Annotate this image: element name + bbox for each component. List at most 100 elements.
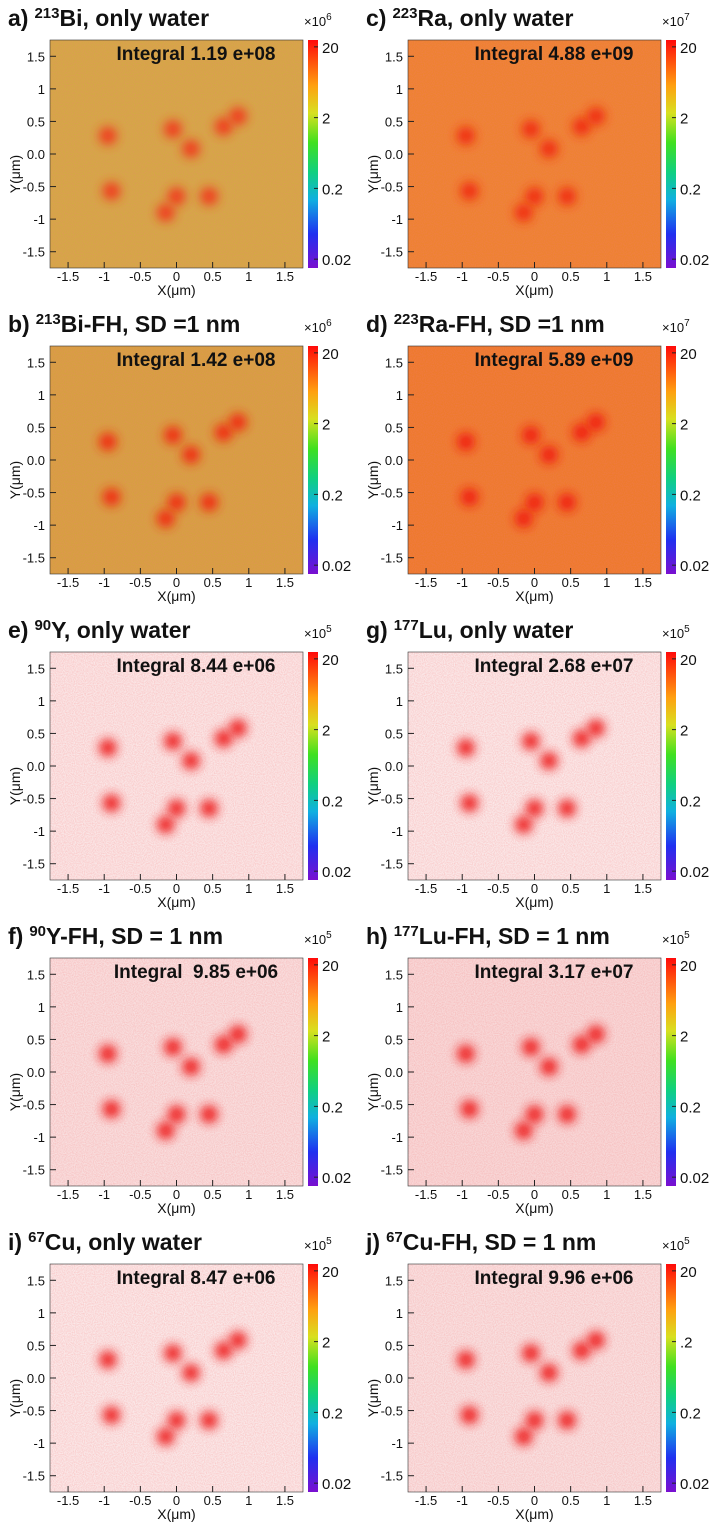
panel-title-text: Bi-FH, SD =1 nm [61,311,241,337]
panel-label: c) [366,5,386,31]
hotspot [572,1341,591,1360]
panel: -1.5 -1 -0.5 0 0.5 1 1.5 -1.5 -1 -0.5 0.0 0.5 1 1.5 X(… [365,1229,709,1522]
colorbar-tick-label: 2 [322,1335,330,1352]
y-tick-label: -0.5 [23,1404,45,1419]
hotspot [521,426,540,445]
colorbar-tick-label: 0.2 [322,1405,343,1422]
colorbar-tick-label: 0.02 [680,252,709,269]
multiplier-exponent: 6 [326,318,332,329]
y-tick-label: 1.5 [385,49,403,64]
x-axis-label: X(μm) [157,1200,195,1216]
panel-title: a) 213Bi, only water [8,5,209,31]
x-tick-label: -1 [98,1187,110,1202]
hotspot [525,1411,544,1430]
x-tick-label: -1.5 [415,1187,437,1202]
hotspot [156,1121,175,1140]
heatmap-noise [50,346,303,574]
hotspot [167,799,186,818]
x-tick-label: -1.5 [57,881,79,896]
colorbar-tick-label: 20 [322,40,339,57]
integral-annotation: Integral 1.19 e+08 [117,44,276,65]
hotspot [214,1035,233,1054]
hotspot [572,423,591,442]
hotspot [460,794,479,813]
y-tick-label: -0.5 [381,1098,403,1113]
hotspot [521,1038,540,1057]
colorbar [666,40,676,268]
x-tick-label: 0 [173,1187,180,1202]
hotspot [228,719,247,738]
y-axis-label: Y(μm) [7,1379,23,1417]
y-tick-label: 0.0 [27,1371,45,1386]
panel: -1.5 -1 -0.5 0 0.5 1 1.5 -1.5 -1 -0.5 0.0 0.5 1 1.5 X(… [7,5,351,298]
y-tick-label: -0.5 [381,792,403,807]
x-tick-label: -1 [456,1493,468,1508]
x-tick-label: 0 [531,881,538,896]
panel-label: f) [8,923,23,949]
multiplier-exponent: 5 [326,624,332,635]
colorbar-tick-label: 2 [322,111,330,128]
hotspot [98,1044,117,1063]
colorbar [308,1264,318,1492]
y-tick-label: -1.5 [381,551,403,566]
colorbar-tick-label: 0.2 [322,793,343,810]
heatmap-noise [50,1264,303,1492]
colorbar-tick-label: 0.02 [680,1476,709,1493]
panel-title: b) 213Bi-FH, SD =1 nm [8,311,240,337]
y-tick-label: 0.5 [27,1338,45,1353]
hotspot [525,493,544,512]
hotspot [460,1406,479,1425]
hotspot [456,1044,475,1063]
colorbar-tick-label: 0.2 [322,487,343,504]
hotspot [163,1344,182,1363]
panel-title-text: Cu, only water [45,1229,202,1255]
hotspot [539,445,558,464]
multiplier-exponent: 5 [326,930,332,941]
panel-title: g) 177Lu, only water [366,617,573,643]
hotspot [200,799,219,818]
hotspot [228,1331,247,1350]
colorbar-tick-label: 0.2 [322,181,343,198]
hotspot [514,1427,533,1446]
panel-title: d) 223Ra-FH, SD =1 nm [366,311,605,337]
y-tick-label: 1 [396,694,403,709]
plot-area [408,346,661,574]
plot-area [50,40,303,268]
colorbar-tick-label: 20 [680,958,697,975]
y-tick-label: 1.5 [385,661,403,676]
hotspot [163,426,182,445]
isotope-mass: 213 [34,5,59,22]
x-tick-label: 1.5 [634,575,652,590]
hotspot [558,493,577,512]
colorbar-tick-label: 2 [680,723,688,740]
y-tick-label: -1.5 [381,857,403,872]
x-tick-label: -1.5 [57,1493,79,1508]
hotspot [539,1057,558,1076]
hotspot [98,432,117,451]
x-tick-label: 0.5 [204,1187,222,1202]
colorbar-tick-label: 20 [322,1264,339,1281]
x-axis-label: X(μm) [515,894,553,910]
hotspot [572,729,591,748]
hotspot [163,732,182,751]
colorbar-multiplier: ×106 [304,12,332,29]
x-tick-label: -1.5 [415,881,437,896]
x-axis-label: X(μm) [157,588,195,604]
y-tick-label: 0.0 [27,1065,45,1080]
x-tick-label: -1 [456,575,468,590]
integral-annotation: Integral 2.68 e+07 [475,656,634,677]
y-tick-label: 1 [396,1306,403,1321]
y-tick-label: 1.5 [27,661,45,676]
hotspot [586,413,605,432]
hotspot [181,751,200,770]
hotspot [200,493,219,512]
hotspot [456,432,475,451]
y-tick-label: 1 [38,1000,45,1015]
hotspot [514,1121,533,1140]
x-tick-label: 1.5 [276,1493,294,1508]
x-tick-label: 0 [173,575,180,590]
x-tick-label: 1 [245,1493,252,1508]
multiplier-base: ×10 [662,320,684,335]
x-tick-label: 1.5 [276,269,294,284]
y-axis-label: Y(μm) [365,461,381,499]
